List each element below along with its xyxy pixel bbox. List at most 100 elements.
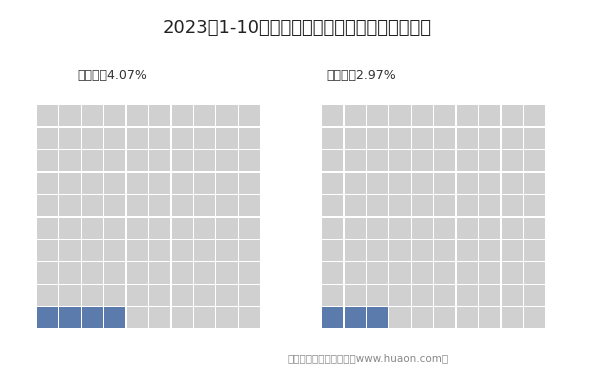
Bar	[172, 173, 192, 194]
Bar	[172, 285, 192, 306]
Bar	[127, 307, 148, 328]
Bar	[367, 105, 388, 126]
Bar	[59, 150, 81, 171]
Bar	[501, 150, 523, 171]
Bar	[82, 240, 103, 261]
Bar	[367, 307, 388, 328]
Bar	[59, 128, 81, 149]
Bar	[501, 218, 523, 239]
Bar	[524, 128, 545, 149]
Bar	[412, 240, 433, 261]
Bar	[37, 307, 58, 328]
Bar	[367, 150, 388, 171]
Bar	[345, 218, 366, 239]
Bar	[59, 173, 81, 194]
Bar	[412, 307, 433, 328]
Bar	[239, 195, 260, 216]
Bar	[172, 195, 192, 216]
Bar	[172, 150, 192, 171]
Bar	[345, 195, 366, 216]
Bar	[434, 150, 456, 171]
Bar	[322, 195, 343, 216]
Bar	[457, 263, 478, 283]
Bar	[322, 105, 343, 126]
Bar	[127, 105, 148, 126]
Bar	[322, 128, 343, 149]
Bar	[390, 195, 410, 216]
Bar	[127, 218, 148, 239]
Bar	[457, 307, 478, 328]
Bar	[59, 218, 81, 239]
Bar	[239, 285, 260, 306]
Bar	[322, 285, 343, 306]
Bar	[345, 263, 366, 283]
Bar	[390, 240, 410, 261]
Bar	[149, 195, 170, 216]
Bar	[412, 128, 433, 149]
Bar	[105, 173, 125, 194]
Bar	[82, 150, 103, 171]
Bar	[457, 240, 478, 261]
Bar	[194, 240, 215, 261]
Bar	[501, 240, 523, 261]
Bar	[479, 150, 500, 171]
Bar	[390, 285, 410, 306]
Bar	[59, 285, 81, 306]
Bar	[239, 150, 260, 171]
Bar	[390, 150, 410, 171]
Bar	[434, 218, 456, 239]
Bar	[37, 263, 58, 283]
Bar	[105, 105, 125, 126]
Bar	[322, 173, 343, 194]
Bar	[127, 285, 148, 306]
Bar	[216, 263, 238, 283]
Bar	[345, 128, 366, 149]
Bar	[501, 285, 523, 306]
Bar	[412, 285, 433, 306]
Bar	[216, 173, 238, 194]
Bar	[390, 218, 410, 239]
Bar	[172, 240, 192, 261]
Bar	[194, 173, 215, 194]
Bar	[82, 263, 103, 283]
Bar	[127, 263, 148, 283]
Bar	[457, 218, 478, 239]
Bar	[239, 105, 260, 126]
Bar	[501, 128, 523, 149]
Bar	[434, 128, 456, 149]
Bar	[524, 105, 545, 126]
Bar	[479, 195, 500, 216]
Bar	[194, 263, 215, 283]
Bar	[345, 307, 366, 328]
Bar	[457, 195, 478, 216]
Bar	[501, 173, 523, 194]
Bar	[105, 195, 125, 216]
Bar	[524, 307, 545, 328]
Bar	[434, 307, 456, 328]
Bar	[412, 263, 433, 283]
Bar	[457, 285, 478, 306]
Bar	[172, 307, 192, 328]
Bar	[37, 285, 58, 306]
Bar	[194, 285, 215, 306]
Bar	[479, 263, 500, 283]
Bar	[390, 128, 410, 149]
Bar	[390, 173, 410, 194]
Bar	[59, 263, 81, 283]
Bar	[239, 218, 260, 239]
Bar	[82, 218, 103, 239]
Bar	[524, 285, 545, 306]
Bar	[105, 218, 125, 239]
Bar	[524, 173, 545, 194]
Bar	[479, 218, 500, 239]
Bar	[479, 240, 500, 261]
Bar	[524, 218, 545, 239]
Bar	[345, 150, 366, 171]
Bar	[322, 218, 343, 239]
Bar	[367, 128, 388, 149]
Bar	[434, 105, 456, 126]
Bar	[501, 195, 523, 216]
Bar	[105, 150, 125, 171]
Bar	[457, 173, 478, 194]
Bar	[105, 240, 125, 261]
